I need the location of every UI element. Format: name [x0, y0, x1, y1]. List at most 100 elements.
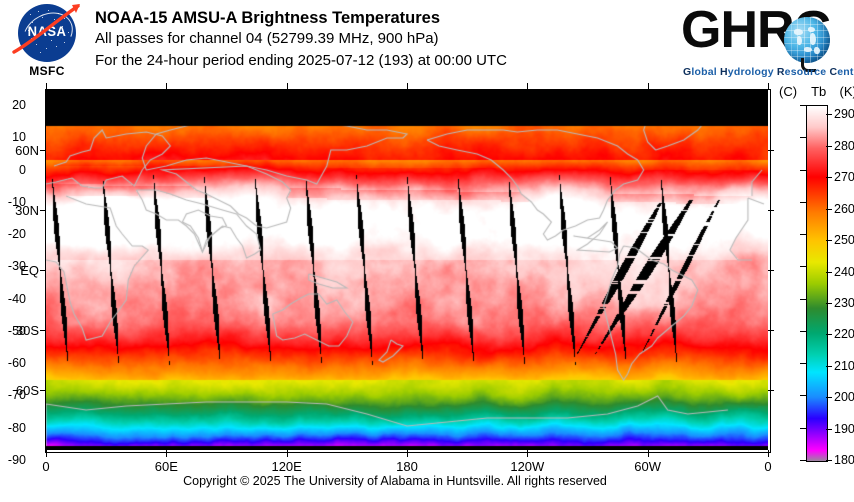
colorbar-label-celsius: -30: [7, 259, 26, 274]
colorbar-tick-kelvin: [826, 177, 832, 179]
brightness-temperature-map: [46, 90, 768, 450]
colorbar-label-kelvin: 240: [834, 264, 854, 279]
colorbar-label-kelvin: 230: [834, 295, 854, 310]
lon-label: 60E: [154, 459, 178, 474]
header: NASA MSFC NOAA-15 AMSU-A Brightness Temp…: [0, 0, 854, 88]
lat-tick: [40, 270, 46, 271]
colorbar-tick-celsius: [800, 201, 806, 203]
colorbar: [806, 105, 828, 462]
lon-tick: [407, 450, 408, 457]
colorbar-label-celsius: -10: [7, 194, 26, 209]
colorbar-unit-celsius: (C): [779, 84, 798, 99]
colorbar-tick-celsius: [800, 460, 806, 461]
lat-label: EQ: [20, 263, 39, 278]
colorbar-label-kelvin: 280: [834, 138, 854, 153]
title-block: NOAA-15 AMSU-A Brightness Temperatures A…: [95, 8, 507, 72]
colorbar-tick-kelvin: [826, 428, 832, 430]
lon-tick: [407, 83, 408, 90]
lat-label: 30S: [15, 323, 39, 338]
channel-subtitle: All passes for channel 04 (52799.39 MHz,…: [95, 30, 439, 47]
colorbar-label-kelvin: 200: [834, 390, 854, 405]
lon-label: 180: [396, 459, 418, 474]
lon-label: 120W: [510, 459, 545, 474]
ghrc-globe-icon: [784, 17, 830, 63]
nasa-center-label: MSFC: [29, 64, 65, 78]
colorbar-tick-celsius: [800, 266, 806, 268]
lon-tick: [166, 83, 168, 90]
colorbar-tick-kelvin: [826, 271, 832, 273]
lat-tick: [40, 390, 46, 391]
ghrc-logo: GHRC Global Hydrology Resource Center: [681, 4, 854, 78]
lat-tick: [768, 270, 774, 271]
colorbar-tick-kelvin: [826, 460, 832, 461]
colorbar-tick-kelvin: [826, 240, 832, 242]
colorbar-tick-celsius: [800, 169, 806, 171]
nasa-logo: NASA MSFC: [10, 4, 84, 82]
lat-tick: [40, 150, 46, 151]
lon-tick: [46, 83, 47, 90]
lat-tick: [768, 390, 774, 391]
lon-tick: [166, 450, 168, 457]
nasa-stars: [18, 4, 76, 62]
colorbar-gradient: [807, 106, 827, 461]
colorbar-variable-label: Tb: [811, 84, 827, 99]
colorbar-tick-celsius: [800, 234, 806, 236]
colorbar-tick-celsius: [800, 395, 806, 397]
colorbar-label-celsius: 20: [12, 98, 26, 112]
lat-label: 60N: [15, 143, 39, 158]
colorbar-tick-celsius: [800, 298, 806, 300]
colorbar-label-kelvin: 270: [834, 170, 854, 185]
colorbar-label-celsius: -90: [7, 453, 26, 467]
colorbar-label-kelvin: 190: [834, 421, 854, 436]
lon-tick: [768, 450, 769, 457]
lon-tick: [647, 83, 649, 90]
lat-label: 30N: [15, 203, 39, 218]
colorbar-tick-kelvin: [826, 334, 832, 336]
lat-tick: [40, 330, 46, 331]
lat-label: 60S: [15, 383, 39, 398]
map-plot-area: [46, 90, 768, 450]
lon-label: 60W: [634, 459, 662, 474]
lon-tick: [647, 450, 649, 457]
colorbar-label-celsius: -50: [7, 323, 26, 338]
lon-label: 120E: [271, 459, 302, 474]
colorbar-tick-kelvin: [826, 365, 832, 367]
lon-tick: [527, 83, 529, 90]
colorbar-label-celsius: -20: [7, 227, 26, 242]
colorbar-label-celsius: 0: [19, 162, 26, 177]
colorbar-unit-kelvin: (K): [839, 84, 854, 99]
colorbar-label-kelvin: 290: [834, 107, 854, 122]
nasa-swoosh-icon: [12, 4, 80, 54]
page-title: NOAA-15 AMSU-A Brightness Temperatures: [95, 9, 441, 27]
colorbar-tick-celsius: [800, 137, 806, 139]
lat-tick: [40, 210, 46, 211]
colorbar-tick-kelvin: [826, 208, 832, 210]
lon-tick: [527, 450, 529, 457]
lon-tick: [768, 83, 769, 90]
colorbar-tick-celsius: [800, 330, 806, 332]
colorbar-label-kelvin: 210: [834, 358, 854, 373]
period-subtitle: For the 24-hour period ending 2025-07-12…: [95, 52, 507, 69]
colorbar-label-celsius: 10: [12, 130, 26, 145]
colorbar-tick-celsius: [800, 363, 806, 365]
colorbar-tick-kelvin: [826, 397, 832, 399]
colorbar-label-kelvin: 250: [834, 233, 854, 248]
colorbar-tick-kelvin: [826, 145, 832, 147]
colorbar-tick-kelvin: [826, 302, 832, 304]
colorbar-label-kelvin: 220: [834, 327, 854, 342]
colorbar-tick-kelvin: [826, 114, 832, 116]
colorbar-label-celsius: -60: [7, 356, 26, 371]
lon-label: 0: [764, 459, 772, 474]
colorbar-label-kelvin: 180: [834, 453, 854, 467]
ghrc-tagline: Global Hydrology Resource Center: [683, 66, 854, 78]
lon-tick: [286, 83, 288, 90]
colorbar-label-celsius: -70: [7, 388, 26, 403]
colorbar-tick-celsius: [800, 427, 806, 429]
lat-tick: [768, 150, 774, 151]
lat-tick: [768, 330, 774, 331]
colorbar-label-celsius: -40: [7, 291, 26, 306]
colorbar-label-celsius: -80: [7, 420, 26, 435]
lat-tick: [768, 210, 774, 211]
lon-tick: [286, 450, 288, 457]
colorbar-label-kelvin: 260: [834, 201, 854, 216]
